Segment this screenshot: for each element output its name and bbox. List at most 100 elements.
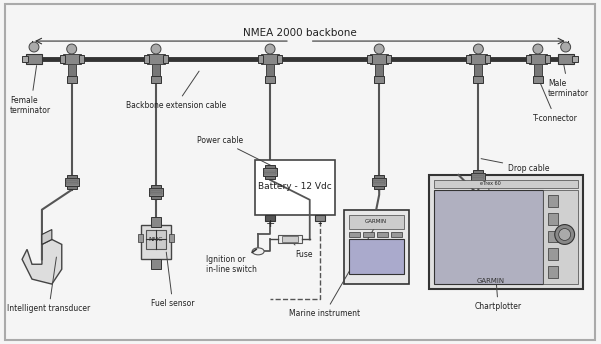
Bar [150, 193, 162, 194]
Bar [265, 215, 275, 221]
Bar [151, 217, 161, 227]
Bar [374, 76, 384, 83]
Bar [163, 55, 168, 63]
Bar [149, 188, 163, 196]
Bar [469, 54, 487, 64]
Text: Backbone extension cable: Backbone extension cable [126, 71, 226, 110]
Bar [548, 230, 558, 243]
Bar [472, 174, 484, 175]
Bar [255, 160, 335, 215]
Text: Fuse: Fuse [292, 241, 313, 259]
Bar [22, 56, 28, 62]
Circle shape [559, 228, 570, 240]
Bar [66, 179, 78, 181]
Circle shape [29, 42, 39, 52]
Bar [558, 54, 573, 64]
Bar [63, 54, 81, 64]
Bar [277, 55, 282, 63]
Text: Intelligent transducer: Intelligent transducer [7, 257, 91, 313]
Bar [373, 179, 385, 181]
Bar [315, 215, 325, 221]
Bar [543, 190, 578, 284]
Bar [169, 235, 174, 243]
Bar [373, 183, 385, 184]
Bar [374, 175, 384, 189]
Bar [151, 185, 161, 199]
Bar [261, 54, 279, 64]
Bar [263, 168, 277, 176]
Bar [472, 178, 484, 180]
Circle shape [474, 44, 483, 54]
Bar [377, 232, 388, 237]
Bar [391, 232, 402, 237]
Bar [147, 54, 165, 64]
Bar [146, 229, 166, 249]
Bar [265, 165, 275, 179]
Bar [572, 56, 578, 62]
Bar [264, 169, 276, 171]
Bar [151, 76, 161, 83]
Bar [79, 55, 84, 63]
Bar [68, 64, 76, 76]
Bar [66, 181, 78, 182]
Bar [278, 236, 302, 244]
Circle shape [555, 225, 575, 244]
Bar [367, 55, 372, 63]
Circle shape [67, 44, 77, 54]
Bar [266, 64, 274, 76]
Text: Chartplotter: Chartplotter [475, 185, 522, 311]
Bar [474, 64, 483, 76]
Text: +: + [266, 218, 275, 228]
Text: Ignition or
in-line switch: Ignition or in-line switch [206, 251, 260, 274]
Bar [264, 173, 276, 174]
Text: Power cable: Power cable [197, 136, 278, 169]
Bar [152, 64, 160, 76]
Bar [66, 183, 78, 184]
Text: eTrex 60: eTrex 60 [480, 181, 501, 186]
Text: Battery - 12 Vdc: Battery - 12 Vdc [258, 182, 332, 191]
Bar [144, 55, 149, 63]
Bar [372, 178, 386, 186]
Bar [349, 215, 404, 228]
Bar [364, 232, 374, 237]
Bar [349, 239, 404, 274]
Bar [466, 55, 471, 63]
Bar [472, 176, 484, 178]
Bar [265, 76, 275, 83]
Bar [474, 170, 483, 184]
Text: NMC: NMC [149, 237, 163, 242]
Text: GARMIN: GARMIN [476, 278, 504, 284]
Text: NMEA 2000 backbone: NMEA 2000 backbone [243, 28, 357, 38]
Bar [386, 55, 391, 63]
Bar [138, 235, 143, 243]
Bar [282, 236, 298, 243]
Bar [545, 55, 550, 63]
Bar [370, 54, 388, 64]
Circle shape [265, 44, 275, 54]
Bar [151, 259, 161, 269]
Circle shape [533, 44, 543, 54]
Bar [548, 195, 558, 207]
Bar [264, 171, 276, 172]
Bar [434, 190, 543, 284]
Bar [434, 180, 578, 188]
Bar [67, 76, 77, 83]
Bar [429, 175, 582, 289]
Bar [26, 54, 42, 64]
Circle shape [374, 44, 384, 54]
Polygon shape [42, 229, 52, 244]
Bar [59, 55, 65, 63]
Bar [141, 225, 171, 259]
Circle shape [151, 44, 161, 54]
Text: T-connector: T-connector [533, 75, 578, 123]
Bar [349, 232, 361, 237]
Bar [65, 178, 79, 186]
Text: Drop cable: Drop cable [481, 159, 550, 173]
Circle shape [561, 42, 570, 52]
Text: Marine instrument: Marine instrument [289, 222, 378, 318]
Bar [529, 54, 547, 64]
Text: Fuel sensor: Fuel sensor [151, 252, 195, 309]
Text: Female
terminator: Female terminator [10, 66, 51, 115]
Bar [533, 76, 543, 83]
Bar [258, 55, 263, 63]
